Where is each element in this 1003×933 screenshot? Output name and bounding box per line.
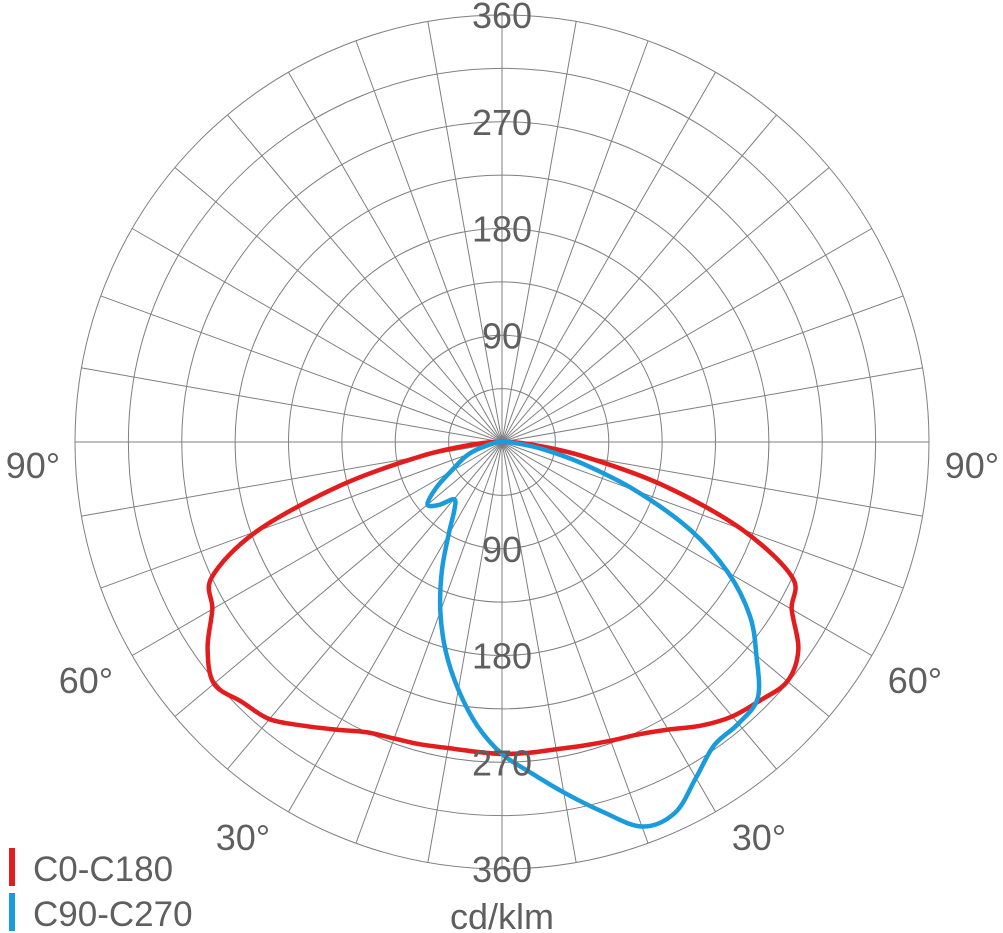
grid-spoke — [355, 441, 503, 844]
grid-spoke — [501, 228, 873, 443]
radial-tick-label: 360 — [472, 0, 532, 36]
grid-spoke — [100, 295, 503, 443]
series-line-c0-c180 — [205, 439, 801, 757]
grid-spoke — [427, 21, 503, 443]
angle-label: 90° — [6, 445, 60, 486]
grid-spoke — [501, 441, 873, 656]
grid-spoke — [501, 441, 904, 589]
series-curves — [205, 439, 801, 829]
grid-spoke — [288, 71, 503, 443]
grid-spoke — [355, 40, 503, 443]
grid-spoke — [174, 167, 503, 443]
angle-label: 30° — [216, 817, 270, 858]
grid-spoke — [131, 228, 503, 443]
axis-labels: 90 180 270 360 90 180 270 360 90° 60° 30° 90° 60° 30°… — [6, 0, 999, 933]
grid-spoke — [288, 441, 503, 813]
grid-spoke — [501, 114, 777, 443]
grid-spoke — [501, 441, 830, 717]
legend-label: C90-C270 — [33, 895, 193, 933]
legend-swatch — [9, 893, 15, 931]
grid-spoke — [501, 441, 649, 844]
radial-tick-label: 90 — [482, 529, 522, 570]
angle-label: 90° — [945, 445, 999, 486]
series-line-c90-c270 — [425, 439, 762, 829]
grid-spoke — [501, 71, 716, 443]
grid-spoke — [100, 441, 503, 589]
radial-tick-label: 270 — [472, 742, 532, 783]
angle-label: 30° — [732, 817, 786, 858]
grid-spoke — [427, 441, 503, 863]
legend-swatch — [9, 848, 15, 886]
radial-tick-label: 360 — [472, 849, 532, 890]
grid-spoke — [501, 40, 649, 443]
grid-spoke — [227, 441, 503, 770]
grid-spoke — [501, 295, 904, 443]
legend: C0-C180 C90-C270 — [9, 848, 193, 933]
radial-tick-label: 180 — [472, 636, 532, 677]
grid-spoke — [81, 367, 503, 443]
angle-label: 60° — [59, 660, 113, 701]
radial-tick-label: 270 — [472, 102, 532, 143]
grid-spoke — [501, 441, 777, 770]
grid-spoke — [501, 441, 716, 813]
radial-tick-label: 90 — [482, 315, 522, 356]
grid-spoke — [501, 167, 830, 443]
grid-spoke — [227, 114, 503, 443]
grid-spoke — [501, 21, 577, 443]
grid-spoke — [131, 441, 503, 656]
unit-label: cd/klm — [450, 896, 554, 933]
angle-label: 60° — [888, 660, 942, 701]
radial-tick-label: 180 — [472, 209, 532, 250]
legend-label: C0-C180 — [33, 850, 173, 889]
grid-spoke — [501, 367, 923, 443]
polar-grid — [74, 14, 930, 870]
grid-spoke — [174, 441, 503, 717]
